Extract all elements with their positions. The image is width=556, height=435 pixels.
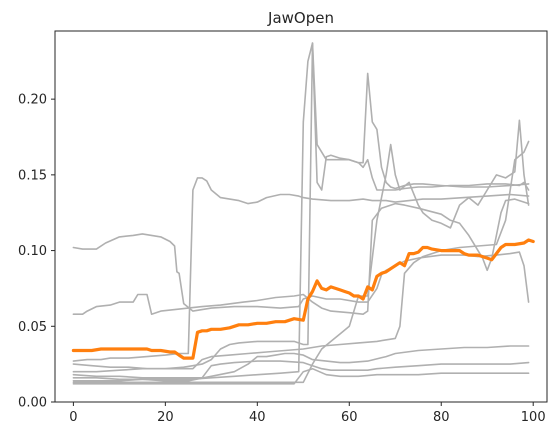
x-tick-label: 0 — [69, 410, 77, 425]
background-series-line-9 — [72, 360, 530, 379]
background-series-line-3 — [72, 177, 530, 362]
y-tick-label: 0.15 — [18, 168, 47, 183]
y-tick-label: 0.20 — [18, 93, 47, 108]
background-series-line-7 — [72, 140, 530, 370]
background-series-line-8 — [72, 345, 530, 382]
x-tick-label: 20 — [157, 410, 174, 425]
x-tick-label: 80 — [433, 410, 450, 425]
background-series-line-10 — [72, 367, 530, 385]
axes-frame — [54, 30, 548, 403]
x-tick-label: 100 — [521, 410, 546, 425]
y-tick-label: 0.10 — [18, 244, 47, 259]
background-series-line-6 — [72, 119, 530, 384]
x-tick-label: 40 — [249, 410, 266, 425]
background-series-line-1 — [72, 233, 530, 312]
y-tick-label: 0.05 — [18, 320, 47, 335]
x-tick-label: 60 — [341, 410, 358, 425]
highlight-series-line — [71, 238, 535, 360]
background-series-line-4 — [72, 42, 530, 373]
chart-title: JawOpen — [267, 9, 334, 27]
ticks-layer: 0 20 40 60 80 100 0.00 0.05 0.10 0.15 0.20 — [18, 93, 546, 425]
background-series-line-5 — [72, 42, 530, 382]
series-layer — [71, 42, 535, 385]
y-tick-label: 0.00 — [18, 396, 47, 411]
